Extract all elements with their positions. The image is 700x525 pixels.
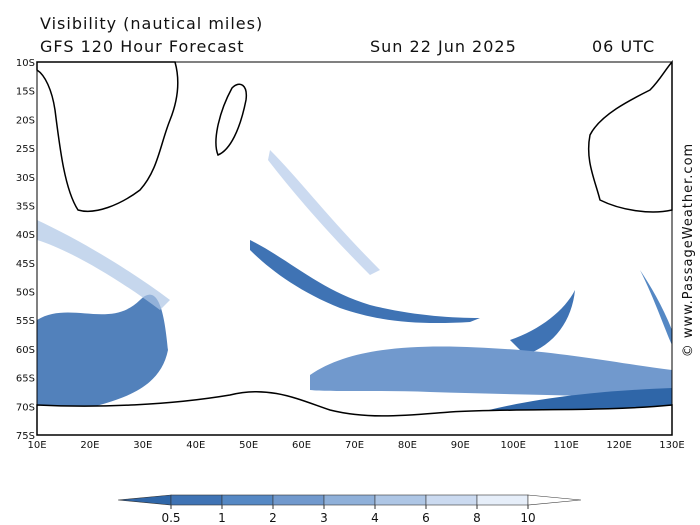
lon-label: 70E	[345, 440, 364, 451]
lat-label: 70S	[16, 402, 35, 413]
lon-label: 100E	[501, 440, 526, 451]
africa	[36, 61, 179, 212]
colorbar-label: 3	[320, 511, 328, 525]
lat-label: 45S	[16, 259, 35, 270]
lon-label: 110E	[553, 440, 578, 451]
time: 06 UTC	[592, 37, 655, 56]
lon-label: 20E	[80, 440, 99, 451]
watermark: © www.PassageWeather.com	[681, 143, 696, 357]
lon-label: 40E	[186, 440, 205, 451]
colorbar-arrow	[527, 494, 582, 506]
colorbar-label: 2	[269, 511, 277, 525]
map-frame	[36, 61, 673, 436]
colorbar-label: 10	[520, 511, 535, 525]
title: Visibility (nautical miles)	[40, 14, 263, 33]
colorbar-arrow	[117, 494, 172, 506]
lon-label: 60E	[292, 440, 311, 451]
lat-label: 40S	[16, 230, 35, 241]
map	[36, 60, 673, 436]
colorbar-label: 6	[422, 511, 430, 525]
colorbar-label: 4	[371, 511, 379, 525]
colorbar-label: 0.5	[161, 511, 180, 525]
lat-label: 10S	[16, 58, 35, 69]
colorbar-segment	[323, 494, 376, 506]
colorbar-segment	[476, 494, 529, 506]
lat-label: 55S	[16, 316, 35, 327]
subtitle: GFS 120 Hour Forecast	[40, 37, 245, 56]
lat-label: 20S	[16, 115, 35, 126]
lon-label: 50E	[239, 440, 258, 451]
colorbar-segment	[221, 494, 274, 506]
lat-label: 50S	[16, 288, 35, 299]
lat-label: 75S	[16, 431, 35, 442]
lat-label: 60S	[16, 345, 35, 356]
colorbar-segment	[374, 494, 427, 506]
antarctica	[36, 391, 673, 436]
colorbar-segment	[425, 494, 478, 506]
lat-label: 15S	[16, 87, 35, 98]
colorbar-label: 1	[218, 511, 226, 525]
lon-label: 130E	[659, 440, 684, 451]
lon-label: 10E	[27, 440, 46, 451]
colorbar-segment	[272, 494, 325, 506]
lon-label: 120E	[606, 440, 631, 451]
lat-label: 25S	[16, 144, 35, 155]
lat-label: 30S	[16, 173, 35, 184]
madagascar	[215, 83, 248, 156]
lon-label: 30E	[133, 440, 152, 451]
land	[36, 60, 673, 436]
lon-label: 80E	[398, 440, 417, 451]
date: Sun 22 Jun 2025	[370, 37, 517, 56]
lat-label: 65S	[16, 374, 35, 385]
colorbar-label: 8	[473, 511, 481, 525]
lon-label: 90E	[451, 440, 470, 451]
lat-label: 35S	[16, 201, 35, 212]
colorbar-segment	[170, 494, 223, 506]
australia	[587, 60, 673, 213]
